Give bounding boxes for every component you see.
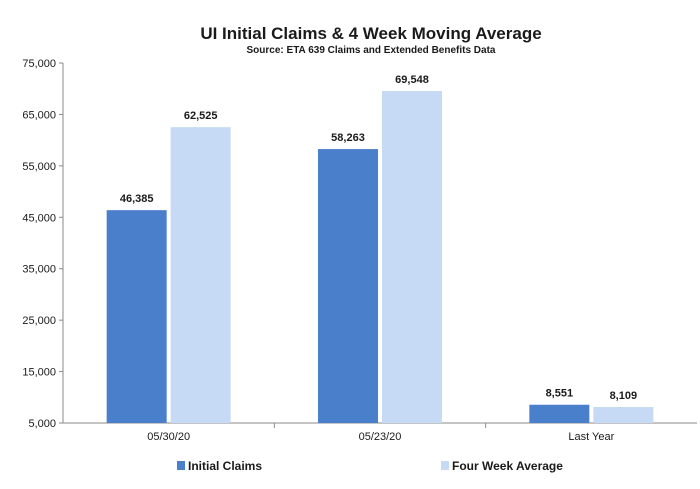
chart-axes	[62, 63, 697, 424]
data-label: 8,109	[610, 390, 638, 402]
bar	[529, 404, 590, 423]
x-axis-categories: 05/30/20 05/23/20 Last Year	[147, 423, 615, 443]
y-tick-label: 25,000	[22, 315, 56, 327]
bar	[170, 127, 231, 424]
bar-series	[106, 91, 654, 424]
chart-subtitle: Source: ETA 639 Claims and Extended Bene…	[247, 45, 496, 56]
y-tick-label: 65,000	[22, 109, 56, 121]
data-label: 46,385	[120, 193, 154, 205]
y-tick-label: 15,000	[22, 367, 56, 379]
bar	[106, 210, 167, 423]
y-tick-label: 35,000	[22, 264, 56, 276]
legend-label: Initial Claims	[188, 459, 262, 473]
category-label: Last Year	[568, 431, 614, 443]
y-axis-ticks: 75,000 65,000 55,000 45,000 35,000 25,000 15,0…	[22, 58, 63, 430]
y-tick-label: 55,000	[22, 161, 56, 173]
data-label: 58,263	[331, 132, 365, 144]
data-label: 69,548	[395, 74, 429, 86]
category-label: 05/23/20	[359, 431, 402, 443]
legend-swatch	[441, 461, 449, 470]
legend-swatch	[177, 461, 185, 470]
data-label: 8,551	[546, 388, 574, 400]
y-tick-label: 75,000	[22, 58, 56, 70]
bar	[318, 149, 378, 424]
y-tick-label: 45,000	[22, 212, 56, 224]
bar	[382, 91, 442, 424]
data-label: 62,525	[184, 110, 218, 122]
data-labels: 46,385 62,525 58,263 69,548 8,551 8,109	[120, 74, 637, 402]
legend-label: Four Week Average	[452, 459, 563, 473]
category-label: 05/30/20	[147, 431, 190, 443]
y-tick-label: 5,000	[28, 418, 56, 430]
chart-title: UI Initial Claims & 4 Week Moving Averag…	[200, 24, 541, 43]
bar	[593, 407, 654, 423]
chart-legend: Initial Claims Four Week Average	[177, 459, 563, 473]
